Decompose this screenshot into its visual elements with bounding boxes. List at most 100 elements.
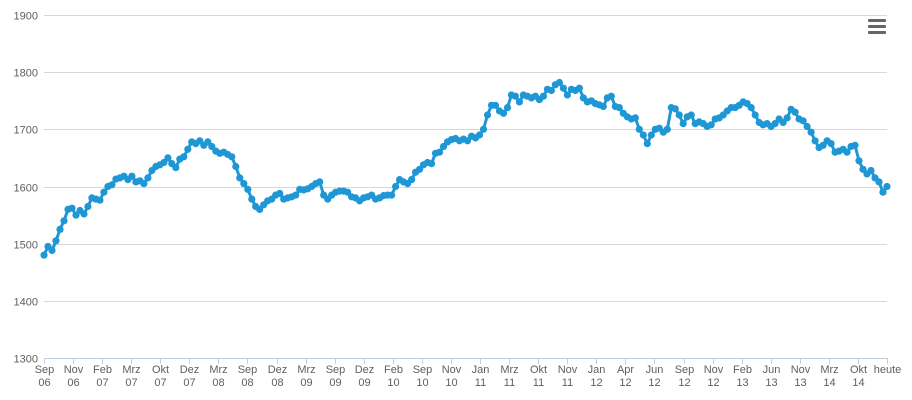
data-point[interactable] xyxy=(228,153,236,161)
x-tick-line2: 06 xyxy=(67,377,79,389)
data-point[interactable] xyxy=(232,162,240,171)
x-tick-label: heute xyxy=(874,364,902,376)
data-point[interactable] xyxy=(555,78,564,87)
data-point[interactable] xyxy=(563,91,572,99)
data-point[interactable] xyxy=(643,140,651,148)
data-point[interactable] xyxy=(427,160,436,168)
x-tick-line1: heute xyxy=(874,364,902,376)
data-point[interactable] xyxy=(855,157,863,165)
data-point[interactable] xyxy=(475,131,484,139)
data-point[interactable] xyxy=(84,202,92,211)
data-point[interactable] xyxy=(515,98,524,106)
x-tick-line2: 13 xyxy=(794,377,806,389)
y-tick-label: 1600 xyxy=(14,183,38,195)
series-line xyxy=(42,81,889,257)
data-point[interactable] xyxy=(679,120,687,128)
x-tick-label: Sep 10 xyxy=(413,364,433,389)
data-point[interactable] xyxy=(108,181,116,189)
data-point[interactable] xyxy=(140,180,148,188)
hamburger-icon[interactable] xyxy=(864,16,890,36)
data-point[interactable] xyxy=(883,182,891,191)
data-point[interactable] xyxy=(248,195,256,203)
data-point[interactable] xyxy=(879,188,887,196)
data-point[interactable] xyxy=(639,131,647,139)
x-tick-line2: 12 xyxy=(707,377,719,389)
data-point[interactable] xyxy=(547,86,556,95)
data-point[interactable] xyxy=(599,102,607,111)
data-point[interactable] xyxy=(751,111,759,119)
x-tick-line1: Sep xyxy=(238,364,258,376)
data-point[interactable] xyxy=(244,185,252,193)
data-point[interactable] xyxy=(184,145,192,153)
data-point[interactable] xyxy=(807,128,815,136)
y-tick-label: 1800 xyxy=(14,68,38,80)
data-point[interactable] xyxy=(671,105,679,113)
data-point[interactable] xyxy=(631,114,639,122)
data-point[interactable] xyxy=(40,251,48,259)
data-point[interactable] xyxy=(647,131,655,139)
x-tick-line2: 07 xyxy=(96,377,108,389)
data-point[interactable] xyxy=(707,121,715,129)
data-point[interactable] xyxy=(791,108,799,116)
data-point[interactable] xyxy=(172,164,180,172)
x-tick-line2: 11 xyxy=(533,377,544,389)
data-point[interactable] xyxy=(607,92,615,100)
data-point[interactable] xyxy=(783,114,791,122)
data-point[interactable] xyxy=(811,137,819,145)
x-tick-line1: Jun xyxy=(763,364,781,376)
data-point[interactable] xyxy=(292,191,300,199)
data-point[interactable] xyxy=(56,225,64,233)
data-point[interactable] xyxy=(479,125,488,133)
data-point[interactable] xyxy=(60,217,68,225)
data-point[interactable] xyxy=(851,141,859,149)
data-point[interactable] xyxy=(100,188,108,196)
y-tick-label: 1300 xyxy=(14,354,38,366)
data-point[interactable] xyxy=(675,111,683,119)
x-tick-line2: 07 xyxy=(125,377,137,389)
data-point[interactable] xyxy=(388,191,396,199)
data-point[interactable] xyxy=(503,104,512,112)
data-point[interactable] xyxy=(803,122,811,131)
data-point[interactable] xyxy=(799,117,807,125)
x-tick-line2: 12 xyxy=(590,377,602,389)
data-point[interactable] xyxy=(80,210,88,218)
data-point[interactable] xyxy=(435,148,444,156)
data-point[interactable] xyxy=(96,196,104,204)
data-point[interactable] xyxy=(276,189,284,197)
x-tick-line2: 09 xyxy=(329,377,341,389)
data-point[interactable] xyxy=(483,111,492,119)
data-point[interactable] xyxy=(687,111,695,119)
data-point[interactable] xyxy=(236,174,244,182)
data-point[interactable] xyxy=(615,104,623,112)
x-tick-line1: Apr xyxy=(617,364,634,376)
data-point[interactable] xyxy=(52,237,60,245)
data-point[interactable] xyxy=(392,182,400,191)
x-tick-line1: Feb xyxy=(93,364,112,376)
data-point[interactable] xyxy=(867,166,875,175)
data-point[interactable] xyxy=(316,178,324,186)
data-point[interactable] xyxy=(491,101,500,109)
data-point[interactable] xyxy=(875,178,883,186)
data-point[interactable] xyxy=(128,172,136,180)
data-point[interactable] xyxy=(144,174,152,182)
data-point[interactable] xyxy=(747,104,755,112)
data-point[interactable] xyxy=(240,180,248,188)
data-point[interactable] xyxy=(68,204,76,212)
data-point[interactable] xyxy=(663,125,671,133)
data-point[interactable] xyxy=(539,92,548,100)
x-tick-line1: Mrz xyxy=(820,364,838,376)
data-point[interactable] xyxy=(48,246,56,255)
data-point[interactable] xyxy=(575,84,584,92)
data-point[interactable] xyxy=(499,109,508,117)
data-point[interactable] xyxy=(635,125,643,133)
data-point[interactable] xyxy=(164,154,172,162)
x-tick-line1: Sep xyxy=(675,364,695,376)
data-point[interactable] xyxy=(559,84,568,92)
data-point[interactable] xyxy=(827,140,835,148)
data-point[interactable] xyxy=(408,176,416,184)
data-point[interactable] xyxy=(180,153,188,161)
x-tick-line2: 10 xyxy=(445,377,457,389)
data-point[interactable] xyxy=(511,92,519,100)
data-point[interactable] xyxy=(843,148,851,156)
x-tick-line2: 14 xyxy=(852,377,864,389)
